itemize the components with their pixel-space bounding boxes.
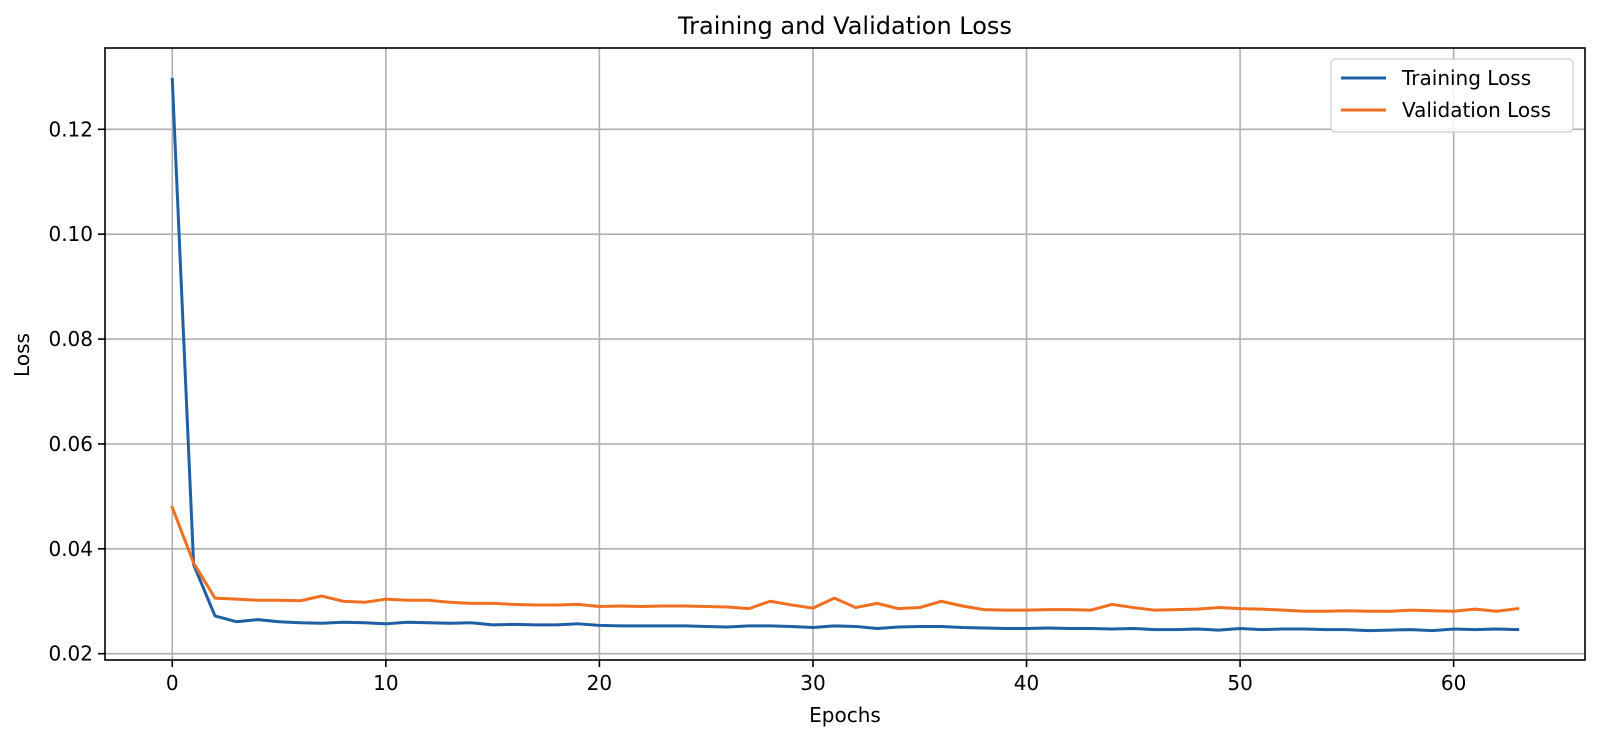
y-tick-label: 0.06 [48,432,93,456]
x-tick-label: 30 [800,671,825,695]
x-axis-label: Epochs [809,703,881,727]
plot-frame [104,47,1586,661]
x-tick-label: 20 [587,671,612,695]
y-tick-label: 0.12 [48,117,93,141]
legend-label-training-loss: Training Loss [1401,66,1531,90]
y-tick-label: 0.02 [48,642,93,666]
x-tick-label: 60 [1441,671,1466,695]
y-axis-ticks: 0.02 0.04 0.06 0.08 0.10 0.12 [48,117,105,666]
legend-box [1330,58,1574,133]
y-tick-label: 0.10 [48,222,93,246]
y-axis-label: Loss [10,333,34,377]
chart-title: Training and Validation Loss [677,12,1012,40]
legend: Training Loss Validation Loss [1330,58,1574,133]
series-lines [170,77,1520,633]
series-line-validation-loss [170,505,1520,613]
y-tick-label: 0.04 [48,537,93,561]
y-tick-label: 0.08 [48,327,93,351]
x-tick-label: 10 [373,671,398,695]
series-line-training-loss [170,77,1520,633]
grid [105,48,1585,660]
x-tick-label: 50 [1227,671,1252,695]
x-tick-label: 40 [1014,671,1039,695]
x-axis-ticks: 0 10 20 30 40 50 60 [166,660,1466,695]
x-tick-label: 0 [166,671,179,695]
legend-label-validation-loss: Validation Loss [1402,98,1551,122]
